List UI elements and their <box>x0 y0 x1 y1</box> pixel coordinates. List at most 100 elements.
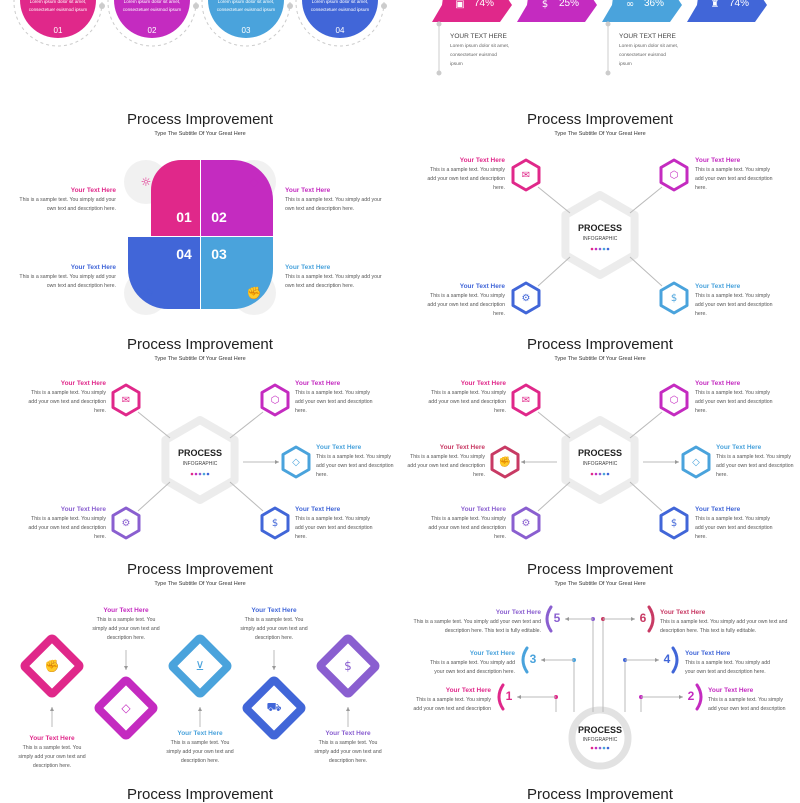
center-dot <box>594 247 598 251</box>
bracket-arc <box>695 683 703 711</box>
text-block: Your Text Here This is a sample text. You… <box>708 687 788 714</box>
item-heading: Your Text Here <box>295 506 341 513</box>
center-dot <box>198 472 202 476</box>
item-heading: Your Text Here <box>285 264 331 271</box>
center-dot <box>594 746 598 750</box>
center-dot <box>606 472 610 476</box>
item-description: This is a sample text. You simply add yo… <box>19 197 116 212</box>
connector-line <box>629 481 663 512</box>
clover-lobe-03 <box>201 237 273 309</box>
step-number: 01 <box>176 209 192 225</box>
text-block: Your Text Here This is a sample text. You… <box>426 380 506 416</box>
step-hexagon <box>490 445 520 479</box>
clover-lobe-02 <box>201 160 273 236</box>
item-description: This is a sample text. You simply add yo… <box>295 390 373 414</box>
item-heading: Your Text Here <box>177 730 223 737</box>
step-circle <box>302 0 378 38</box>
chevron-value: 36% <box>644 0 665 9</box>
slide-subtitle: Type The Subtitle Of Your Great Here <box>554 356 646 362</box>
clover-lobe-01 <box>151 160 200 236</box>
arrow-head <box>679 695 683 699</box>
timeline-dot <box>436 70 442 76</box>
note-heading: YOUR TEXT HERE <box>450 33 507 40</box>
item-heading: Your Text Here <box>285 187 331 194</box>
strength-icon: ✊ <box>44 659 60 673</box>
arrow-head <box>565 617 569 621</box>
gear-icon: ⚙ <box>121 517 131 529</box>
briefcase-icon: ▣ <box>455 0 465 10</box>
step-text: Lorem ipsum dolor sit amet, consectetuer… <box>310 0 370 12</box>
item-description: This is a sample text. You simply add yo… <box>285 274 382 289</box>
center-title: PROCESS <box>177 448 222 458</box>
step-number: 02 <box>147 26 157 35</box>
item-description: This is a sample text. You simply add yo… <box>240 617 308 641</box>
strength-icon: ✊ <box>498 456 512 468</box>
item-heading: Your Text Here <box>695 283 741 290</box>
connector-line <box>229 411 264 439</box>
center-dot <box>606 746 610 750</box>
step-text: Lorem ipsum dolor sit amet, consectetuer… <box>28 0 88 12</box>
item-heading: Your Text Here <box>439 444 485 451</box>
step-circle <box>208 0 284 38</box>
item-heading: Your Text Here <box>685 650 731 657</box>
text-block: Your Text Here This is a sample text. You… <box>425 157 505 193</box>
item-description: This is a sample text. You simply add yo… <box>28 516 106 540</box>
step-hexagon <box>659 383 689 417</box>
item-heading: Your Text Here <box>495 609 541 616</box>
center-title: PROCESS <box>577 725 622 735</box>
text-block: Your Text Here This is a sample text. You… <box>239 607 309 643</box>
item-heading: Your Text Here <box>459 157 505 164</box>
slide-title: Process Improvement <box>127 111 273 128</box>
center-subtitle: INFOGRAPHIC <box>582 461 618 467</box>
text-block: Your Text Here This is a sample text. You… <box>26 506 106 542</box>
center-dot <box>590 472 594 476</box>
item-heading: Your Text Here <box>60 380 106 387</box>
step-hexagon <box>511 506 541 540</box>
diamond-icon: ◇ <box>292 456 300 468</box>
center-title: PROCESS <box>577 223 622 233</box>
envelope-icon: ✉ <box>121 394 131 406</box>
dashed-ring <box>201 0 291 47</box>
chevron-shape <box>602 0 682 22</box>
money-hand-icon: $ <box>670 292 678 304</box>
chevron-shape <box>687 0 767 22</box>
bracket-arc <box>647 605 655 633</box>
center-dot <box>590 746 594 750</box>
diamond-icon: ◇ <box>121 701 131 715</box>
center-subtitle: INFOGRAPHIC <box>582 236 618 242</box>
slide-title: Process Improvement <box>527 111 673 128</box>
diamond-icon: ◇ <box>249 175 259 189</box>
step-hexagon <box>281 445 311 479</box>
delivery-icon: ⛟ <box>266 700 282 714</box>
envelope-icon: ✉ <box>521 394 531 406</box>
text-block: Your Text Here This is a sample text. You… <box>295 506 375 542</box>
text-block: Your Text Here This is a sample text. You… <box>91 607 161 643</box>
center-dot <box>190 472 194 476</box>
center-dot <box>606 247 610 251</box>
item-description: This is a sample text. You simply add yo… <box>413 619 541 634</box>
text-block: Your Text Here This is a sample text. You… <box>695 283 775 319</box>
text-block: Your Text Here This is a sample text. You… <box>405 444 485 480</box>
item-heading: Your Text Here <box>459 283 505 290</box>
handshake-icon: ∞ <box>625 0 635 10</box>
item-heading: Your Text Here <box>460 380 506 387</box>
arrow-head <box>655 658 659 662</box>
note-text: Lorem ipsum dolor sit amet, consectetuer… <box>619 44 679 67</box>
step-hexagon <box>511 281 541 315</box>
center-title: PROCESS <box>577 448 622 458</box>
slide-title: Process Improvement <box>127 336 273 353</box>
chevron-value: 74% <box>729 0 750 9</box>
money-hand-icon: $ <box>670 517 678 529</box>
item-description: This is a sample text. You simply add yo… <box>427 167 505 191</box>
step-number: 3 <box>529 652 537 666</box>
item-description: This is a sample text. You simply add yo… <box>295 516 373 540</box>
step-number: 5 <box>553 611 561 625</box>
item-description: This is a sample text. You simply add yo… <box>19 274 116 289</box>
item-description: This is a sample text. You simply add yo… <box>92 617 160 641</box>
money-hand-icon: $ <box>344 659 352 673</box>
item-heading: Your Text Here <box>695 506 741 513</box>
text-block: Your Text Here This is a sample text. You… <box>420 650 515 677</box>
arrow-head <box>275 460 279 464</box>
item-description: This is a sample text. You simply add yo… <box>695 390 773 414</box>
